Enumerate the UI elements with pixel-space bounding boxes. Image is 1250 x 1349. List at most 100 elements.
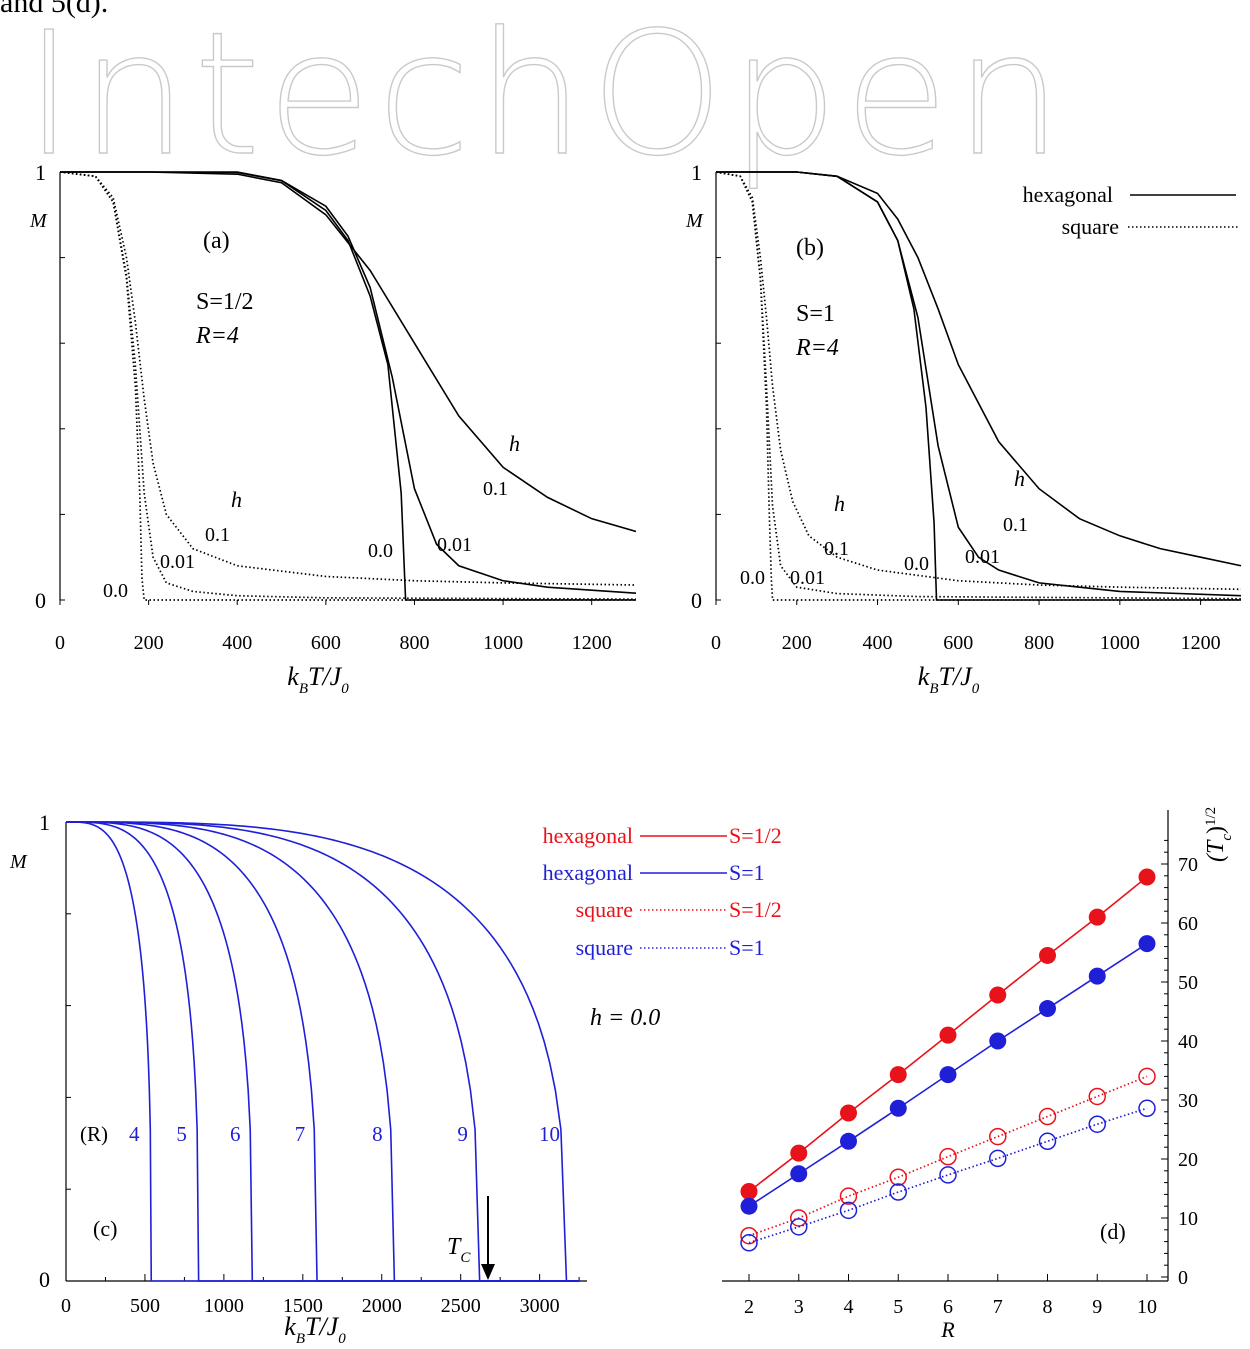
- label-h-0.0: 0.0: [368, 540, 393, 562]
- y-tick-label: 30: [1178, 1090, 1198, 1112]
- x-tick-label: 1000: [204, 1295, 244, 1317]
- annotation-ratio: R=4: [195, 323, 239, 349]
- series-line: [59, 171, 637, 600]
- x-tick-label: 2: [744, 1296, 754, 1318]
- label-h-0.1: 0.1: [483, 478, 508, 500]
- y-tick-label: 20: [1178, 1149, 1198, 1171]
- data-point-filled: [1039, 946, 1056, 964]
- data-point-open: [989, 1127, 1007, 1146]
- annotation-h-value: h = 0.0: [590, 1005, 660, 1031]
- series-line: [716, 171, 1242, 567]
- legend-label-hexagonal: hexagonal: [1023, 182, 1113, 207]
- y-tick-label: 0: [1178, 1267, 1188, 1289]
- legend-spin-label: S=1: [729, 860, 765, 885]
- data-point-open: [1138, 1067, 1156, 1086]
- label-h-0.0: 0.0: [103, 580, 128, 602]
- annotation-h: h: [1014, 466, 1025, 491]
- x-tick-label: 0: [61, 1295, 71, 1317]
- x-tick-label: 1200: [1181, 632, 1221, 654]
- annotation-h: h: [834, 491, 845, 516]
- y-tick-label: 1: [35, 160, 46, 185]
- y-tick-label: 0: [39, 1267, 50, 1292]
- data-point-filled: [1138, 868, 1156, 886]
- data-point-filled: [1039, 1000, 1056, 1018]
- data-point-filled: [790, 1165, 808, 1183]
- data-point-open: [1038, 1107, 1057, 1126]
- data-point-filled: [939, 1026, 957, 1044]
- x-tick-label: 7: [993, 1296, 1003, 1318]
- series-line-R4: [66, 821, 580, 1282]
- data-point-open: [989, 1149, 1007, 1168]
- legend-spin-label: S=1: [729, 935, 765, 960]
- x-tick-label: 4: [844, 1296, 854, 1318]
- label-h-0.1: 0.1: [205, 524, 230, 546]
- y-tick-label: 10: [1178, 1208, 1198, 1230]
- data-point-open: [939, 1147, 957, 1166]
- x-tick-label: 0: [711, 632, 721, 654]
- legend-label-square: square: [576, 935, 633, 960]
- y-axis-label: M: [9, 851, 28, 873]
- series-line: [60, 171, 637, 594]
- label-h-0.01: 0.01: [790, 567, 825, 589]
- data-point-open: [740, 1226, 758, 1245]
- series-line-R5: [66, 821, 580, 1282]
- x-tick-label: 800: [399, 632, 429, 654]
- y-tick-label: 1: [691, 160, 702, 185]
- x-tick-label: 1000: [483, 632, 523, 654]
- series-label-R8: 8: [372, 1122, 383, 1146]
- series-label-R7: 7: [295, 1122, 306, 1146]
- data-point-filled: [889, 1099, 907, 1117]
- y-tick-label: 0: [35, 588, 46, 613]
- y-axis-label: M: [685, 210, 704, 232]
- y-axis-label: (Tc)1/2: [1203, 807, 1235, 862]
- series-line-square: [748, 1107, 1148, 1244]
- data-point-filled: [840, 1132, 857, 1150]
- annotation-h: h: [509, 431, 520, 456]
- series-line: [716, 171, 1242, 597]
- series-line: [715, 171, 1242, 591]
- series-line: [715, 171, 1242, 600]
- caption-fragment: and 5(d).: [0, 0, 109, 19]
- x-axis-label: R: [940, 1317, 955, 1342]
- x-tick-label: 800: [1024, 632, 1054, 654]
- y-tick-label: 1: [39, 810, 50, 835]
- series-line-R9: [66, 821, 580, 1282]
- legend-spin-label: S=1/2: [729, 897, 782, 922]
- data-point-filled: [1088, 908, 1106, 926]
- series-label-R5: 5: [176, 1122, 187, 1146]
- series-line: [60, 171, 637, 533]
- x-tick-label: 2500: [441, 1295, 481, 1317]
- data-point-open: [1088, 1087, 1106, 1106]
- x-tick-label: 0: [55, 632, 65, 654]
- data-point-open: [740, 1234, 758, 1252]
- data-point-open: [1138, 1099, 1156, 1118]
- x-axis-label: kBT/J0: [284, 1312, 346, 1347]
- data-point-open: [889, 1168, 907, 1187]
- legend-label-square: square: [1062, 214, 1119, 239]
- annotation-h: h: [231, 487, 242, 512]
- annotation-ratio: R=4: [795, 335, 839, 361]
- data-point-open: [839, 1187, 858, 1205]
- x-tick-label: 200: [134, 632, 164, 654]
- data-point-open: [790, 1218, 808, 1236]
- x-tick-label: 1200: [572, 632, 612, 654]
- x-tick-label: 1500: [283, 1295, 323, 1317]
- x-tick-label: 10: [1137, 1296, 1157, 1318]
- data-point-filled: [939, 1066, 957, 1084]
- chart-panel-d: 2 3 4 5 6 7 8 9 10 0 10 20 30 40 50 60 70 R (Tc)1/2 (d) hexa…: [543, 807, 1235, 1342]
- data-point-open: [1088, 1115, 1106, 1133]
- y-tick-label: 70: [1178, 854, 1198, 876]
- annotation-R: (R): [80, 1122, 108, 1146]
- data-point-filled: [989, 986, 1007, 1004]
- data-point-filled: [740, 1197, 758, 1215]
- series-line: [59, 171, 637, 586]
- arrow-head: [481, 1264, 495, 1280]
- panel-label: (d): [1100, 1219, 1126, 1244]
- label-h-0.0: 0.0: [740, 567, 765, 589]
- label-h-0.1: 0.1: [1003, 514, 1028, 536]
- y-axis-label: M: [29, 210, 48, 232]
- label-h-0.01: 0.01: [160, 551, 195, 573]
